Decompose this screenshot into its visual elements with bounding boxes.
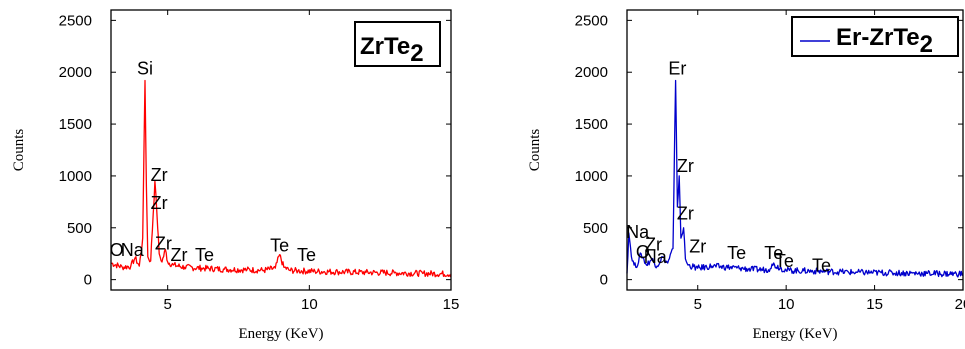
x-tick-label: 20 (955, 296, 965, 313)
legend: Er-ZrTe2 (791, 16, 959, 58)
legend-label-text: Er-ZrTe (836, 24, 920, 51)
peak-label: Te (195, 245, 214, 265)
y-tick-label: 0 (600, 272, 608, 289)
x-tick-label: 5 (694, 296, 702, 313)
spectrum-line-2 (626, 79, 964, 278)
x-tick-label: 15 (443, 296, 460, 313)
legend-label: Er-ZrTe2 (836, 24, 933, 58)
legend-label-subscript: 2 (920, 31, 933, 58)
peak-label: Zr (677, 156, 694, 176)
peak-label: Er (668, 58, 686, 78)
y-tick-label: 1500 (575, 116, 608, 133)
x-tick-label: 10 (778, 296, 795, 313)
legend-label: ZrTe2 (360, 33, 424, 67)
y-axis-title: Counts (11, 129, 27, 172)
peak-label: Na (644, 247, 668, 267)
y-tick-label: 500 (67, 220, 92, 237)
plot-frame (626, 9, 964, 291)
legend-label-text: ZrTe (360, 33, 410, 60)
peak-label: Te (297, 245, 316, 265)
peak-label: Te (270, 236, 289, 256)
legend: ZrTe2 (354, 21, 441, 67)
y-tick-label: 1500 (59, 116, 92, 133)
peak-label: Zr (155, 234, 172, 254)
x-tick-label: 5 (163, 296, 171, 313)
peak-label: Si (137, 58, 153, 78)
peak-label: O (110, 240, 124, 260)
peak-label: Te (764, 243, 783, 263)
y-tick-label: 2000 (575, 64, 608, 81)
y-tick-label: 1000 (59, 168, 92, 185)
peak-label: Te (812, 255, 831, 275)
peak-label: Na (121, 240, 145, 260)
peak-label: Zr (645, 235, 662, 255)
y-tick-label: 2500 (59, 12, 92, 29)
y-tick-label: 2000 (59, 64, 92, 81)
spectrum-chart-1: 5 10 15 0 500 1000 1500 2000 2500 Energy (KeV) Cou… (11, 9, 460, 342)
y-tick-label: 2500 (575, 12, 608, 29)
peak-label: O (636, 242, 650, 262)
peak-label: Zr (171, 245, 188, 265)
legend-box (354, 21, 441, 67)
x-axis-title: Energy (KeV) (752, 326, 837, 342)
legend-label-subscript: 2 (410, 40, 423, 67)
x-axis-title: Energy (KeV) (238, 326, 323, 342)
peak-label: Te (775, 251, 794, 271)
x-tick-label: 10 (301, 296, 318, 313)
peak-label: Zr (151, 193, 168, 213)
peak-label: Zr (677, 203, 694, 223)
y-tick-label: 0 (84, 272, 92, 289)
spectrum-chart-2: 5 10 15 20 0 500 1000 1500 2000 2500 Energy (KeV) C… (527, 9, 965, 342)
peak-label: Zr (689, 237, 706, 257)
x-tick-label: 15 (866, 296, 883, 313)
y-axis-title: Counts (527, 129, 543, 172)
peak-label: Na (626, 222, 650, 242)
peak-label: Zr (151, 165, 168, 185)
peak-label: Te (727, 243, 746, 263)
legend-box (791, 16, 959, 57)
y-tick-label: 1000 (575, 168, 608, 185)
spectrum-line-1 (110, 79, 452, 278)
y-tick-label: 500 (583, 220, 608, 237)
plot-frame (110, 9, 452, 291)
